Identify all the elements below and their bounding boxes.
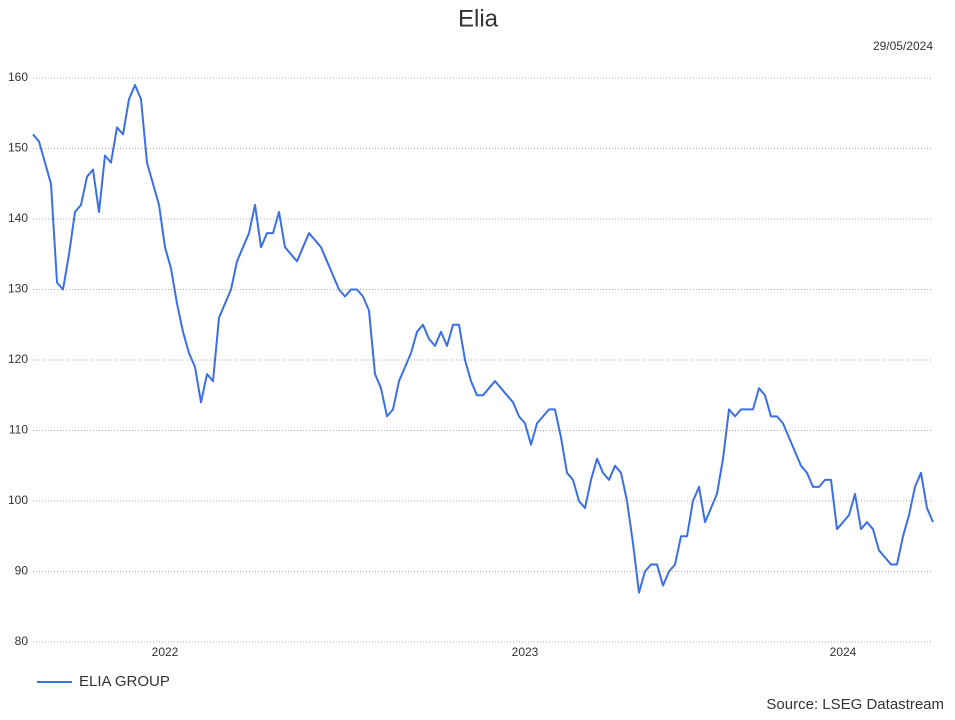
y-tick-label: 140: [8, 211, 28, 225]
x-tick-label: 2022: [152, 645, 179, 659]
y-tick-label: 90: [15, 564, 29, 578]
y-tick-label: 120: [8, 352, 28, 366]
legend-label: ELIA GROUP: [79, 673, 170, 690]
x-tick-label: 2024: [830, 645, 857, 659]
y-tick-label: 130: [8, 282, 28, 296]
chart-title: Elia: [458, 5, 499, 32]
y-tick-label: 110: [9, 423, 28, 437]
date-label: 29/05/2024: [873, 39, 933, 53]
line-series: [32, 84, 934, 594]
y-tick-label: 150: [8, 141, 28, 155]
y-tick-label: 100: [8, 493, 28, 507]
y-tick-label: 80: [15, 634, 29, 648]
source-label: Source: LSEG Datastream: [766, 696, 944, 713]
x-tick-label: 2023: [512, 645, 539, 659]
y-tick-label: 160: [8, 70, 28, 84]
